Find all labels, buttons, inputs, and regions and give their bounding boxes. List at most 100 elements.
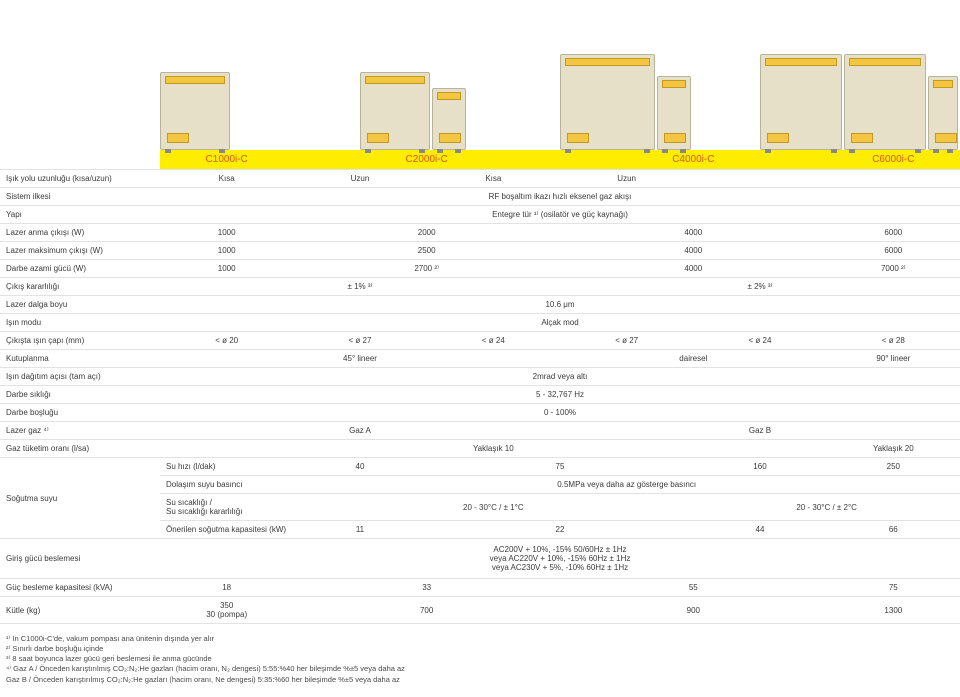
sublabel-cooling-press: Dolaşım suyu basıncı — [160, 476, 293, 494]
row-beam-dia: Çıkışta ışın çapı (mm) < ø 20 < ø 27 < ø… — [0, 332, 960, 350]
cell: 900 — [560, 597, 827, 624]
cell: Yaklaşık 20 — [827, 440, 960, 458]
cell: Uzun — [560, 170, 693, 188]
label-gas-rate: Gaz tüketim oranı (l/sa) — [0, 440, 160, 458]
machine-c1000 — [160, 72, 360, 150]
cell: Alçak mod — [160, 314, 960, 332]
sublabel-cooling-flow: Su hızı (l/dak) — [160, 458, 293, 476]
cell: 40 — [293, 458, 426, 476]
cell: 0 - 100% — [160, 404, 960, 422]
sublabel-cooling-temp: Su sıcaklığı / Su sıcaklığı kararlılığı — [160, 494, 293, 521]
sublabel-cooling-cap: Önerilen soğutma kapasitesi (kW) — [160, 521, 293, 539]
row-beam-path: Işık yolu uzunluğu (kısa/uzun) Kısa Uzun… — [0, 170, 960, 188]
label-cooling-group: Soğutma suyu — [0, 458, 160, 539]
cell: 2000 — [293, 224, 560, 242]
label-stability: Çıkış kararlılığı — [0, 278, 160, 296]
cell: < ø 27 — [560, 332, 693, 350]
label-beam-mode: Işın modu — [0, 314, 160, 332]
footnote: ²⁾ Sınırlı darbe boşluğu içinde — [6, 644, 954, 654]
machine-c4000 — [560, 54, 760, 150]
row-mass: Kütle (kg) 350 30 (pompa) 700 900 1300 — [0, 597, 960, 624]
cell: dairesel — [560, 350, 827, 368]
cell: 11 — [293, 521, 426, 539]
label-pulse-duty: Darbe boşluğu — [0, 404, 160, 422]
cell: 160 — [693, 458, 826, 476]
row-beam-mode: Işın modu Alçak mod — [0, 314, 960, 332]
cell: Yaklaşık 10 — [160, 440, 827, 458]
row-gas-rate: Gaz tüketim oranı (l/sa) Yaklaşık 10 Yak… — [0, 440, 960, 458]
cell: 4000 — [560, 260, 827, 278]
model-c4000: C4000i-C — [560, 150, 827, 170]
row-peak-power: Darbe azami gücü (W) 1000 2700 ²⁾ 4000 7… — [0, 260, 960, 278]
cell: 4000 — [560, 242, 827, 260]
row-pulse-duty: Darbe boşluğu 0 - 100% — [0, 404, 960, 422]
model-header-row: C1000i-C C2000i-C C4000i-C C6000i-C — [0, 150, 960, 170]
cell: < ø 20 — [160, 332, 293, 350]
cell: 1000 — [160, 224, 293, 242]
footnotes: ¹⁾ In C1000i-C'de, vakum pompası ana üni… — [0, 624, 960, 697]
cell: 90° lineer — [827, 350, 960, 368]
row-max-output: Lazer maksimum çıkışı (W) 1000 2500 4000… — [0, 242, 960, 260]
cell: Uzun — [293, 170, 426, 188]
cell: 45° lineer — [160, 350, 560, 368]
label-pulse-freq: Darbe sıklığı — [0, 386, 160, 404]
cell: < ø 28 — [827, 332, 960, 350]
footnote: ⁴⁾ Gaz A / Önceden karıştırılmış CO₂:N₂:… — [6, 664, 954, 674]
cell: 18 — [160, 579, 293, 597]
cell: 75 — [427, 458, 694, 476]
label-beam-dia: Çıkışta ışın çapı (mm) — [0, 332, 160, 350]
cell: 20 - 30°C / ± 2°C — [693, 494, 960, 521]
footnote: Gaz B / Önceden karıştırılmış CO₂:N₂:He … — [6, 675, 954, 685]
cell: 75 — [827, 579, 960, 597]
cell: 0.5MPa veya daha az gösterge basıncı — [293, 476, 960, 494]
label-psu-kva: Güç besleme kapasitesi (kVA) — [0, 579, 160, 597]
row-cooling-flow: Soğutma suyu Su hızı (l/dak) 40 75 160 2… — [0, 458, 960, 476]
cell: 20 - 30°C / ± 1°C — [293, 494, 693, 521]
label-mass: Kütle (kg) — [0, 597, 160, 624]
model-c6000: C6000i-C — [827, 150, 960, 170]
label-rated-output: Lazer anma çıkışı (W) — [0, 224, 160, 242]
cell: < ø 27 — [293, 332, 426, 350]
row-laser-gas: Lazer gaz ⁴⁾ Gaz A Gaz B — [0, 422, 960, 440]
cell: 33 — [293, 579, 560, 597]
header-blank — [0, 150, 160, 170]
cell: 6000 — [827, 242, 960, 260]
cell: RF boşaltım ikazı hızlı eksenel gaz akış… — [160, 188, 960, 206]
cell: 22 — [427, 521, 694, 539]
hero-row — [0, 0, 960, 150]
cell: AC200V + 10%, -15% 50/60Hz ± 1Hz veya AC… — [160, 539, 960, 579]
row-divergence: Işın dağıtım açısı (tam açı) 2mrad veya … — [0, 368, 960, 386]
row-structure: Yapı Entegre tür ¹⁾ (osilatör ve güç kay… — [0, 206, 960, 224]
row-principle: Sistem ilkesi RF boşaltım ikazı hızlı ek… — [0, 188, 960, 206]
cell: 4000 — [560, 224, 827, 242]
row-psu-kva: Güç besleme kapasitesi (kVA) 18 33 55 75 — [0, 579, 960, 597]
row-wavelength: Lazer dalga boyu 10.6 μm — [0, 296, 960, 314]
cell: ± 2% ³⁾ — [560, 278, 960, 296]
cell — [693, 170, 826, 188]
cell: 350 30 (pompa) — [160, 597, 293, 624]
machine-c2000 — [360, 72, 560, 150]
machine-c6000 — [760, 54, 960, 150]
cell: 66 — [827, 521, 960, 539]
row-rated-output: Lazer anma çıkışı (W) 1000 2000 4000 600… — [0, 224, 960, 242]
model-c1000: C1000i-C — [160, 150, 293, 170]
spec-table: C1000i-C C2000i-C C4000i-C C6000i-C Işık… — [0, 150, 960, 624]
label-principle: Sistem ilkesi — [0, 188, 160, 206]
footnote: ³⁾ 8 saat boyunca lazer gücü geri beslem… — [6, 654, 954, 664]
row-stability: Çıkış kararlılığı ± 1% ³⁾ ± 2% ³⁾ — [0, 278, 960, 296]
footnote: ¹⁾ In C1000i-C'de, vakum pompası ana üni… — [6, 634, 954, 644]
label-input-power: Giriş gücü beslemesi — [0, 539, 160, 579]
cell: < ø 24 — [693, 332, 826, 350]
cell: 10.6 μm — [160, 296, 960, 314]
cell: 44 — [693, 521, 826, 539]
label-peak-power: Darbe azami gücü (W) — [0, 260, 160, 278]
cell: 1300 — [827, 597, 960, 624]
cell: 2700 ²⁾ — [293, 260, 560, 278]
label-structure: Yapı — [0, 206, 160, 224]
label-laser-gas: Lazer gaz ⁴⁾ — [0, 422, 160, 440]
cell: 250 — [827, 458, 960, 476]
label-wavelength: Lazer dalga boyu — [0, 296, 160, 314]
label-polarization: Kutuplanma — [0, 350, 160, 368]
cell: Entegre tür ¹⁾ (osilatör ve güç kaynağı) — [160, 206, 960, 224]
cell: 6000 — [827, 224, 960, 242]
